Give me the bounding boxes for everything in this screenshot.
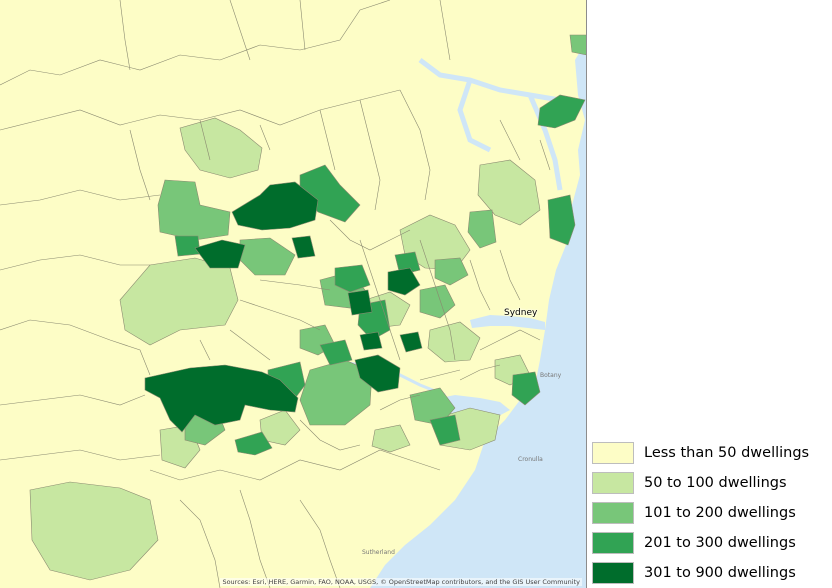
region <box>429 414 461 446</box>
suburb-label: Botany <box>540 372 562 379</box>
legend-label: Less than 50 dwellings <box>644 445 810 461</box>
class-301-900-regions <box>144 181 423 433</box>
suburb-label: Sutherland <box>362 549 395 556</box>
region <box>291 235 316 259</box>
legend-swatch <box>592 472 634 494</box>
legend-label: 101 to 200 dwellings <box>644 505 796 521</box>
class-201-300-regions <box>174 94 586 456</box>
region <box>387 267 421 296</box>
harbour <box>470 315 545 330</box>
region <box>234 431 273 456</box>
legend-item: Less than 50 dwellings <box>592 441 809 465</box>
class-50-100-regions <box>29 117 541 581</box>
map-canvas <box>0 0 586 588</box>
region <box>29 481 159 581</box>
boundary-lines <box>0 0 551 588</box>
legend-swatch <box>592 502 634 524</box>
region <box>231 181 319 231</box>
legend-item: 201 to 300 dwellings <box>592 531 796 555</box>
region <box>467 209 497 249</box>
choropleth-map[interactable]: Sydney Sutherland Botany Cronulla Source… <box>0 0 587 588</box>
region <box>511 371 541 406</box>
suburb-label: Cronulla <box>518 456 543 463</box>
legend-item: 301 to 900 dwellings <box>592 561 796 585</box>
legend-item: 50 to 100 dwellings <box>592 471 787 495</box>
map-legend: Less than 50 dwellings 50 to 100 dwellin… <box>592 440 832 586</box>
legend-swatch <box>592 562 634 584</box>
region <box>119 257 239 346</box>
sydney-label: Sydney <box>504 308 538 318</box>
region <box>434 257 469 286</box>
legend-swatch <box>592 532 634 554</box>
region <box>371 424 411 453</box>
map-attribution: Sources: Esri, HERE, Garmin, FAO, NOAA, … <box>220 578 582 586</box>
region <box>394 251 421 276</box>
region <box>547 194 576 246</box>
region <box>537 94 586 129</box>
legend-label: 50 to 100 dwellings <box>644 475 787 491</box>
region <box>319 339 353 366</box>
region <box>334 264 371 293</box>
region <box>359 331 383 351</box>
region <box>419 284 456 319</box>
region <box>157 179 231 241</box>
class-101-200-regions <box>157 34 586 446</box>
region <box>427 321 481 363</box>
region <box>194 239 246 269</box>
region <box>179 117 263 179</box>
region <box>299 359 373 426</box>
legend-swatch <box>592 442 634 464</box>
legend-label: 201 to 300 dwellings <box>644 535 796 551</box>
region <box>347 289 373 316</box>
ocean <box>370 41 586 588</box>
region <box>477 159 541 226</box>
region <box>174 235 201 257</box>
region <box>144 364 299 433</box>
region <box>569 34 586 56</box>
legend-item: 101 to 200 dwellings <box>592 501 796 525</box>
region <box>399 331 423 353</box>
region <box>354 354 401 393</box>
legend-label: 301 to 900 dwellings <box>644 565 796 581</box>
